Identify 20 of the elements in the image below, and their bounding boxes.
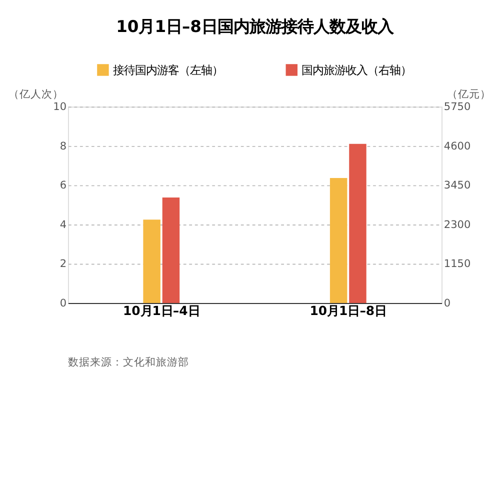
y-tick-label: 4 <box>60 218 67 231</box>
y-tick-label: 2 <box>60 258 67 270</box>
y-axis-title: （亿人次） <box>8 88 64 101</box>
y-tick-label: 6 <box>60 180 67 192</box>
x-tick-label: 10月1日–8日 <box>310 302 387 318</box>
y2-tick-label: 3450 <box>444 180 471 192</box>
source-note: 数据来源：文化和旅游部 <box>68 355 189 368</box>
y2-tick-label: 1150 <box>444 258 471 270</box>
y2-axis-title: （亿元） <box>446 88 491 101</box>
legend-label: 接待国内游客（左轴） <box>113 62 224 77</box>
y-tick-label: 10 <box>53 101 67 114</box>
y2-tick-label: 2300 <box>444 218 471 231</box>
legend-label: 国内旅游收入（右轴） <box>302 62 412 77</box>
y2-tick-label: 0 <box>444 297 451 310</box>
x-tick-label: 10月1日–4日 <box>122 302 200 318</box>
y-tick-label: 0 <box>60 297 67 310</box>
y2-tick-label: 5750 <box>444 101 471 114</box>
chart-title: 10月1日–8日国内旅游接待人数及收入 <box>116 16 394 36</box>
y-tick-label: 8 <box>60 140 67 152</box>
y2-tick-label: 4600 <box>444 140 471 152</box>
